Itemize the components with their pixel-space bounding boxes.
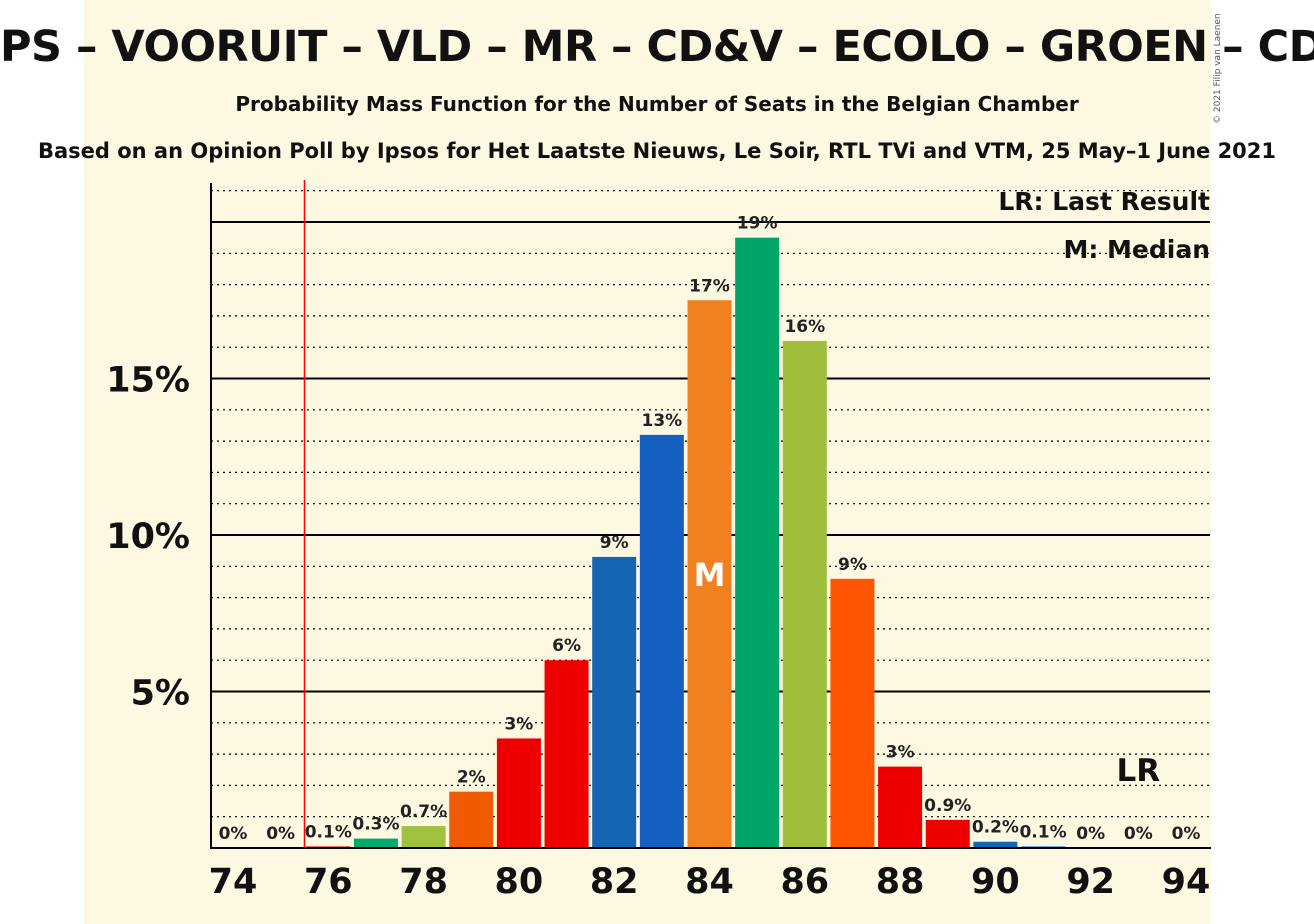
x-tick-label: 78: [399, 862, 448, 902]
median-marker: M: [694, 556, 726, 594]
bar-value-label: 0.3%: [352, 815, 399, 835]
markers-group: M LR: [303, 180, 1161, 848]
x-tick-label: 82: [590, 862, 639, 902]
chart-subtitle: Probability Mass Function for the Number…: [235, 92, 1079, 116]
chart-source: Based on an Opinion Poll by Ipsos for He…: [37, 139, 1277, 163]
x-tick-label: 90: [971, 862, 1020, 902]
bar-value-label: 0%: [266, 824, 295, 844]
bar-value-label: 13%: [641, 411, 682, 431]
y-tick-label: 5%: [131, 674, 190, 714]
x-tick-label: 92: [1066, 862, 1115, 902]
x-tick-label: 86: [780, 862, 829, 902]
bar-labels-group: 0% 0% 0.1% 0.3%0.7%2%3%6%9%13%17%19%16%9%3%…: [219, 214, 1201, 844]
bar-value-label: 2%: [457, 768, 486, 788]
bar-value-label: 19%: [737, 214, 778, 234]
y-tick-label: 10%: [106, 517, 190, 557]
bar-value-label: 0%: [1076, 824, 1105, 844]
bar-value-label: 0%: [219, 824, 248, 844]
bar-value-label: 17%: [689, 276, 730, 296]
bar-value-label: 0.1%: [305, 822, 352, 842]
legend-last-result: LR: Last Result: [998, 187, 1210, 216]
x-tick-label: 74: [209, 862, 258, 902]
bar-value-label: 0.7%: [400, 802, 447, 822]
bar: [830, 578, 875, 848]
bar-value-label: 0.1%: [1019, 822, 1066, 842]
bar-value-label: 9%: [838, 555, 867, 575]
bar-value-label: 16%: [784, 317, 825, 337]
axes-group: [210, 183, 1211, 849]
bar: [449, 791, 494, 848]
x-tick-label: 94: [1162, 862, 1211, 902]
bar: [735, 237, 780, 848]
bar-value-label: 9%: [600, 533, 629, 553]
chart-title: PS – VOORUIT – VLD – MR – CD&V – ECOLO –…: [0, 22, 1314, 72]
bar-value-label: 0.9%: [924, 796, 971, 816]
bars-group: [306, 237, 1066, 848]
bar: [592, 556, 637, 848]
bar: [878, 766, 923, 848]
bar: [401, 826, 446, 848]
x-tick-label: 76: [304, 862, 353, 902]
bar-value-label: 0%: [1124, 824, 1153, 844]
x-tick-label: 84: [685, 862, 734, 902]
bar: [639, 434, 684, 848]
bar: [782, 340, 827, 848]
tick-labels-group: 5% 10% 15% 74 76 78 80 82 84 86 88 90 92 94: [106, 361, 1210, 903]
bar: [544, 660, 589, 848]
bar: [925, 819, 970, 848]
last-result-marker: LR: [1117, 753, 1161, 789]
bar-value-label: 6%: [552, 636, 581, 656]
bar: [973, 841, 1018, 848]
bar: [353, 838, 398, 848]
legend-median: M: Median: [1063, 235, 1210, 264]
bar-value-label: 0%: [1172, 824, 1201, 844]
bar: [687, 300, 732, 848]
x-tick-label: 88: [876, 862, 925, 902]
y-tick-label: 15%: [106, 361, 190, 401]
bar-value-label: 0.2%: [972, 818, 1019, 838]
bar-value-label: 3%: [504, 714, 533, 734]
bar-value-label: 3%: [886, 743, 915, 763]
x-tick-label: 80: [495, 862, 544, 902]
bar: [496, 738, 541, 848]
